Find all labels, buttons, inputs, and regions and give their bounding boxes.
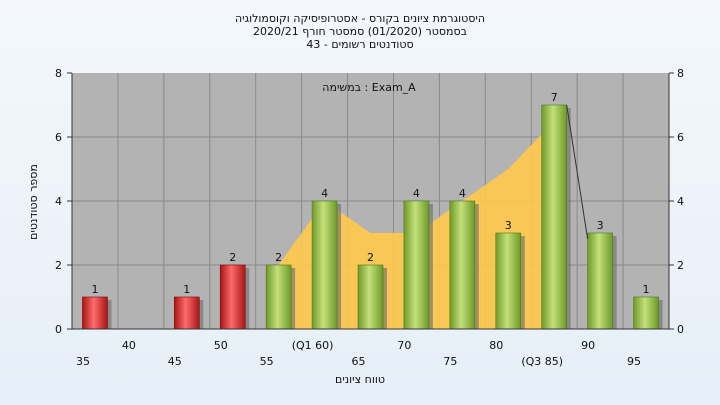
value-label: 3 (597, 219, 604, 232)
value-labels: 1 1 2 2 4 2 4 4 3 7 3 1 (91, 91, 649, 296)
y-tick-label-right: 0 (677, 323, 684, 336)
y-tick-label-right: 8 (677, 67, 684, 80)
title-line-1: היסטוגרמת ציונים בקורס - אסטרופיסיקה וקו… (235, 12, 485, 25)
value-label: 1 (91, 283, 98, 296)
value-label: 7 (551, 91, 558, 104)
bar (541, 104, 567, 330)
x-tick-label: (Q1 60) (292, 339, 334, 352)
bar (265, 264, 292, 330)
value-label: 4 (459, 187, 466, 200)
value-label: 1 (643, 283, 650, 296)
x-tick-label: 95 (627, 355, 641, 368)
x-tick-label: 70 (397, 339, 411, 352)
value-label: 2 (367, 251, 374, 264)
bar (633, 296, 659, 330)
y-ticks-left: 0 2 4 6 8 (55, 67, 72, 336)
x-axis-label: טווח ציונים (335, 373, 385, 386)
y-tick-label-left: 6 (55, 131, 62, 144)
y-tick-label-right: 4 (677, 195, 684, 208)
bar (174, 296, 200, 330)
bar (311, 200, 338, 330)
range-area (278, 121, 555, 329)
y-tick-label-right: 6 (677, 131, 684, 144)
chart-title: היסטוגרמת ציונים בקורס - אסטרופיסיקה וקו… (235, 12, 485, 51)
bar (495, 232, 522, 330)
x-tick-label: 75 (443, 355, 457, 368)
bars (82, 104, 663, 330)
x-tick-label: 40 (122, 339, 136, 352)
chart-annotation: במשימה : Exam_A (322, 81, 416, 94)
value-label: 4 (413, 187, 420, 200)
y-tick-label-left: 4 (55, 195, 62, 208)
x-tick-label: 65 (352, 355, 366, 368)
x-tick-label: 50 (214, 339, 228, 352)
x-tick-label: 45 (168, 355, 182, 368)
x-tick-label: 80 (489, 339, 503, 352)
bar (357, 264, 384, 330)
y-tick-label-left: 0 (55, 323, 62, 336)
bar (449, 200, 476, 330)
value-label: 2 (229, 251, 236, 264)
y-ticks-right: 0 2 4 6 8 (669, 67, 684, 336)
bar (587, 232, 613, 330)
value-label: 1 (183, 283, 190, 296)
y-axis-label: מספר סטודנטים (27, 164, 40, 240)
bar (82, 296, 108, 330)
y-tick-label-right: 2 (677, 259, 684, 272)
connector-line (566, 104, 589, 240)
y-tick-label-left: 2 (55, 259, 62, 272)
x-tick-label: 90 (581, 339, 595, 352)
bar (219, 264, 246, 330)
value-label: 3 (505, 219, 512, 232)
value-label: 4 (321, 187, 328, 200)
bar (403, 200, 430, 330)
x-tick-labels: 35 40 45 50 55 (Q1 60) 65 70 75 80 (Q3 85) 90 95 (76, 339, 641, 368)
x-tick-label: 35 (76, 355, 90, 368)
range-area-shape (278, 121, 555, 329)
title-line-3: סטודנטים רשומים - 43 (306, 38, 413, 51)
y-tick-label-left: 8 (55, 67, 62, 80)
value-label: 2 (275, 251, 282, 264)
x-tick-label: (Q3 85) (521, 355, 563, 368)
x-tick-label: 55 (260, 355, 274, 368)
title-line-2: בסמסטר (01/2020) סמסטר חורף 2020/21 (253, 25, 467, 38)
